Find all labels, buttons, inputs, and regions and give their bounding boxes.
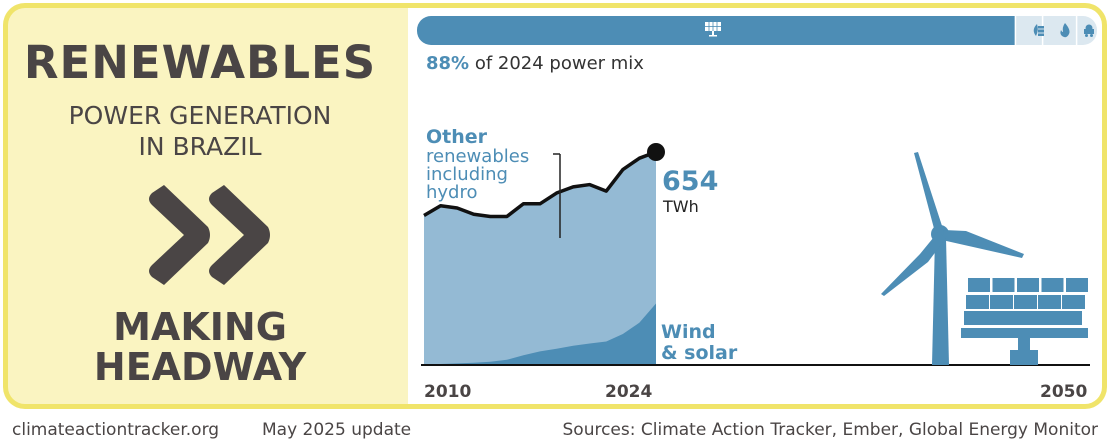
wind-turbine-icon bbox=[881, 152, 1024, 365]
label-other-line-1: renewables bbox=[426, 146, 529, 167]
page-title: RENEWABLES bbox=[23, 36, 377, 89]
mix-segment-gas bbox=[1042, 16, 1077, 45]
x-tick-2050: 2050 bbox=[1040, 382, 1087, 402]
solar-panel-frame bbox=[961, 328, 1088, 338]
solar-cell bbox=[1017, 278, 1039, 292]
label-wind-2: & solar bbox=[661, 342, 738, 364]
label-other-line-3: hydro bbox=[426, 182, 478, 203]
x-tick-2010: 2010 bbox=[424, 382, 471, 402]
flame-icon bbox=[1060, 23, 1070, 38]
solar-panel-illustration-icon bbox=[964, 278, 1088, 325]
rating-status: MAKING HEADWAY bbox=[0, 307, 400, 387]
leaf-barrel-icon bbox=[1033, 24, 1044, 36]
endpoint-unit: TWh bbox=[662, 197, 699, 216]
endpoint-marker bbox=[647, 143, 665, 161]
footer-sources: Sources: Climate Action Tracker, Ember, … bbox=[562, 420, 1099, 440]
solar-cell bbox=[990, 295, 1013, 309]
solar-panel-stand bbox=[1018, 338, 1030, 350]
solar-cell bbox=[968, 278, 990, 292]
page-subtitle: POWER GENERATION IN BRAZIL bbox=[0, 100, 400, 162]
solar-cell bbox=[1011, 311, 1035, 325]
solar-cell bbox=[987, 311, 1012, 325]
footer-update: May 2025 update bbox=[262, 420, 412, 440]
power-mix-label: 88% of 2024 power mix bbox=[426, 53, 644, 74]
endpoint-value: 654 bbox=[662, 166, 718, 197]
area-wind-solar bbox=[424, 303, 656, 365]
power-mix-label-text: of 2024 power mix bbox=[469, 53, 644, 74]
solar-cell bbox=[1062, 295, 1085, 309]
power-mix-percent: 88% bbox=[426, 53, 470, 74]
solar-cell bbox=[1041, 278, 1064, 292]
coal-cart-icon bbox=[1084, 24, 1094, 37]
subtitle-line-1: POWER GENERATION bbox=[68, 101, 332, 130]
power-mix-bar bbox=[417, 16, 1097, 45]
total-renewables-line bbox=[423, 150, 657, 219]
x-tick-2024: 2024 bbox=[605, 382, 652, 402]
solar-cell bbox=[964, 311, 988, 325]
label-other-bold: Other bbox=[426, 126, 488, 148]
footer-site[interactable]: climateactiontracker.org bbox=[12, 420, 220, 440]
solar-cell bbox=[1058, 311, 1082, 325]
label-wind-1: Wind bbox=[661, 321, 716, 343]
subtitle-line-2: IN BRAZIL bbox=[138, 132, 262, 161]
label-other-line-2: including bbox=[426, 164, 508, 185]
solar-cell bbox=[1034, 311, 1059, 325]
status-line-1: MAKING bbox=[113, 305, 287, 349]
area-other-renewables bbox=[424, 152, 656, 365]
solar-cell bbox=[992, 278, 1015, 292]
double-chevron-right-icon bbox=[149, 185, 270, 285]
solar-cell bbox=[966, 295, 989, 309]
solar-cell bbox=[1038, 295, 1061, 309]
rating-panel bbox=[3, 3, 408, 409]
status-line-2: HEADWAY bbox=[93, 345, 307, 389]
solar-panel-base bbox=[1010, 350, 1038, 365]
solar-cell bbox=[1066, 278, 1088, 292]
solar-panel-icon bbox=[705, 22, 721, 37]
solar-cell bbox=[1014, 295, 1037, 309]
renewables-area-chart: Other renewables including hydro 654 TWh… bbox=[421, 126, 1090, 402]
